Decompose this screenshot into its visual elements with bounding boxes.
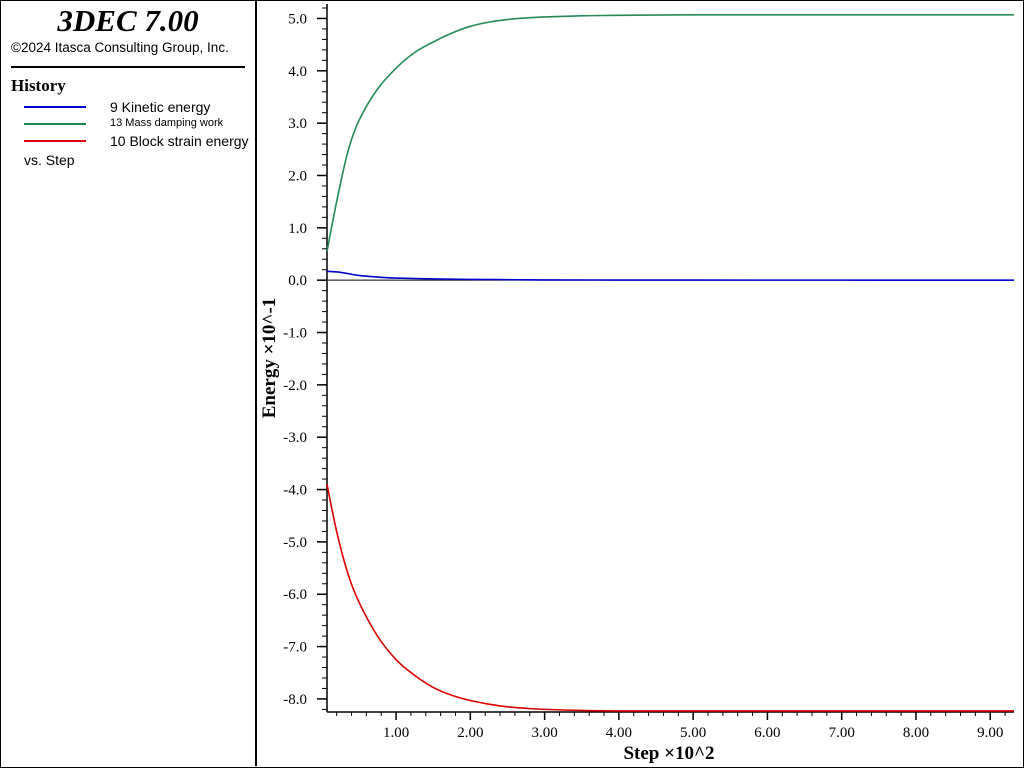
y-tick-label: -6.0: [283, 587, 307, 603]
x-tick-label: 3.00: [531, 725, 557, 741]
legend-label-mass-damping-work: 13 Mass damping work: [110, 117, 224, 129]
chart-series-layer: [326, 13, 1014, 712]
y-tick-label: -1.0: [283, 326, 307, 342]
series-line-9-kinetic-energy: [326, 270, 1014, 281]
y-tick-label: 1.0: [288, 221, 307, 237]
chart-ticks: 5.0 4.0 3.0 2.0 1.0 0.0 -1.0 -2.0 -3.0 -4.0 -5.0 -6…: [283, 7, 1006, 741]
y-tick-label: -8.0: [283, 692, 307, 708]
series-line-10-block-strain-energy: [326, 484, 1014, 712]
y-tick-label: -5.0: [283, 535, 307, 551]
y-tick-label: 0.0: [288, 273, 307, 289]
y-tick-label: -2.0: [283, 378, 307, 394]
x-tick-label: 5.00: [680, 725, 706, 741]
energy-history-chart: 5.0 4.0 3.0 2.0 1.0 0.0 -1.0 -2.0 -3.0 -4.0 -5.0 -6…: [259, 4, 1014, 764]
x-axis-title: Step ×10^2: [623, 743, 714, 764]
x-tick-label: 6.00: [754, 725, 780, 741]
y-tick-label: 5.0: [288, 11, 307, 27]
y-axis-title: Energy ×10^-1: [259, 298, 280, 419]
x-tick-label: 2.00: [457, 725, 483, 741]
copyright-text: ©2024 Itasca Consulting Group, Inc.: [11, 40, 229, 55]
legend-swatch-block-strain-energy: [24, 140, 86, 142]
series-line-13-mass-damping-work: [326, 13, 1014, 252]
y-tick-label: -3.0: [283, 430, 307, 446]
legend-label-block-strain-energy: 10 Block strain energy: [110, 133, 249, 149]
y-tick-label: -4.0: [283, 483, 307, 499]
x-tick-label: 8.00: [903, 725, 929, 741]
legend-label-kinetic-energy: 9 Kinetic energy: [110, 99, 211, 115]
legend-vs-step: vs. Step: [24, 152, 75, 168]
legend-swatch-kinetic-energy: [24, 106, 86, 108]
y-tick-label: 4.0: [288, 64, 307, 80]
legend-panel: 3DEC 7.00 ©2024 Itasca Consulting Group,…: [0, 0, 257, 766]
y-tick-label: -7.0: [283, 640, 307, 656]
y-tick-label: 2.0: [288, 168, 307, 184]
title-divider: [11, 66, 245, 68]
chart-axes: [326, 4, 1014, 713]
legend-heading: History: [11, 76, 66, 95]
x-tick-label: 4.00: [606, 725, 632, 741]
x-tick-label: 7.00: [829, 725, 855, 741]
y-tick-label: 3.0: [288, 116, 307, 132]
legend-swatch-mass-damping-work: [24, 123, 86, 125]
app-title: 3DEC 7.00: [57, 3, 199, 38]
x-tick-label: 1.00: [383, 725, 409, 741]
x-tick-label: 9.00: [977, 725, 1003, 741]
